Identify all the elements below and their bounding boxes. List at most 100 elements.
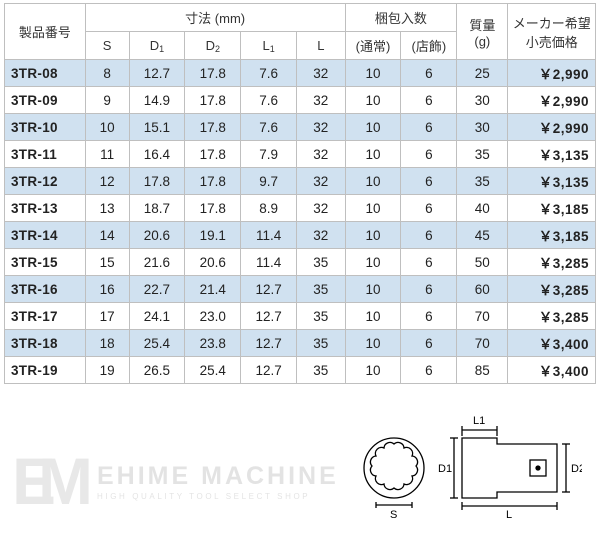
- logo-main-text: EHIME MACHINE: [97, 462, 339, 491]
- cell-s: 8: [85, 60, 129, 87]
- cell-l: 35: [297, 330, 345, 357]
- cell-price: ￥3,285: [508, 303, 596, 330]
- footer: EM EHIME MACHINE HIGH QUALITY TOOL SELEC…: [0, 378, 600, 528]
- socket-diagram: S L1 L D1 D2: [352, 388, 582, 518]
- cell-s: 15: [85, 249, 129, 276]
- cell-price: ￥3,185: [508, 195, 596, 222]
- cell-pk1: 10: [345, 195, 401, 222]
- cell-price: ￥3,400: [508, 330, 596, 357]
- logo-sub-text: HIGH QUALITY TOOL SELECT SHOP: [97, 492, 339, 501]
- cell-d1: 25.4: [129, 330, 185, 357]
- cell-d2: 17.8: [185, 60, 241, 87]
- cell-pk1: 10: [345, 222, 401, 249]
- cell-d2: 17.8: [185, 87, 241, 114]
- cell-g: 50: [457, 249, 508, 276]
- col-l: L: [297, 32, 345, 60]
- cell-l1: 7.6: [241, 87, 297, 114]
- cell-pn: 3TR-15: [5, 249, 86, 276]
- cell-g: 70: [457, 303, 508, 330]
- cell-l: 35: [297, 303, 345, 330]
- cell-l1: 11.4: [241, 222, 297, 249]
- cell-g: 30: [457, 87, 508, 114]
- cell-price: ￥3,135: [508, 168, 596, 195]
- cell-g: 45: [457, 222, 508, 249]
- cell-l1: 12.7: [241, 303, 297, 330]
- cell-pk1: 10: [345, 60, 401, 87]
- cell-d2: 23.8: [185, 330, 241, 357]
- cell-d1: 18.7: [129, 195, 185, 222]
- cell-s: 13: [85, 195, 129, 222]
- table-row: 3TR-181825.423.812.73510670￥3,400: [5, 330, 596, 357]
- diagram-label-l1: L1: [473, 415, 485, 427]
- col-pk2: (店飾): [401, 32, 457, 60]
- diagram-label-d2: D2: [571, 463, 582, 475]
- cell-pk2: 6: [401, 330, 457, 357]
- cell-pn: 3TR-18: [5, 330, 86, 357]
- cell-pk1: 10: [345, 330, 401, 357]
- col-d2: D2: [185, 32, 241, 60]
- cell-pn: 3TR-17: [5, 303, 86, 330]
- table-row: 3TR-171724.123.012.73510670￥3,285: [5, 303, 596, 330]
- cell-g: 30: [457, 114, 508, 141]
- cell-pk2: 6: [401, 276, 457, 303]
- cell-l1: 12.7: [241, 330, 297, 357]
- cell-d1: 12.7: [129, 60, 185, 87]
- cell-pn: 3TR-12: [5, 168, 86, 195]
- cell-d1: 17.8: [129, 168, 185, 195]
- diagram-label-l: L: [506, 509, 512, 518]
- cell-l: 32: [297, 141, 345, 168]
- cell-price: ￥3,185: [508, 222, 596, 249]
- table-row: 3TR-161622.721.412.73510660￥3,285: [5, 276, 596, 303]
- cell-l1: 12.7: [241, 276, 297, 303]
- cell-l1: 11.4: [241, 249, 297, 276]
- cell-d1: 22.7: [129, 276, 185, 303]
- cell-g: 35: [457, 168, 508, 195]
- table-row: 3TR-121217.817.89.73210635￥3,135: [5, 168, 596, 195]
- cell-price: ￥2,990: [508, 87, 596, 114]
- cell-pk1: 10: [345, 87, 401, 114]
- cell-l1: 7.6: [241, 114, 297, 141]
- cell-pn: 3TR-09: [5, 87, 86, 114]
- cell-g: 60: [457, 276, 508, 303]
- cell-l: 32: [297, 195, 345, 222]
- cell-pk2: 6: [401, 222, 457, 249]
- cell-l: 35: [297, 249, 345, 276]
- cell-g: 25: [457, 60, 508, 87]
- cell-d2: 17.8: [185, 168, 241, 195]
- spec-table: 製品番号 寸法 (mm) 梱包入数 質量(g) メーカー希望小売価格 S D1 …: [4, 3, 596, 384]
- cell-l1: 7.6: [241, 60, 297, 87]
- cell-pk2: 6: [401, 168, 457, 195]
- table-row: 3TR-141420.619.111.43210645￥3,185: [5, 222, 596, 249]
- cell-price: ￥3,135: [508, 141, 596, 168]
- cell-d1: 20.6: [129, 222, 185, 249]
- cell-s: 18: [85, 330, 129, 357]
- cell-pk1: 10: [345, 114, 401, 141]
- cell-s: 14: [85, 222, 129, 249]
- cell-d1: 24.1: [129, 303, 185, 330]
- cell-price: ￥3,285: [508, 276, 596, 303]
- cell-d1: 16.4: [129, 141, 185, 168]
- cell-d1: 15.1: [129, 114, 185, 141]
- cell-pn: 3TR-10: [5, 114, 86, 141]
- cell-d1: 21.6: [129, 249, 185, 276]
- diagram-label-s: S: [390, 509, 397, 518]
- cell-l: 32: [297, 87, 345, 114]
- cell-g: 40: [457, 195, 508, 222]
- cell-price: ￥2,990: [508, 60, 596, 87]
- logo-mark: EM: [12, 448, 75, 514]
- cell-l: 32: [297, 168, 345, 195]
- cell-pk2: 6: [401, 249, 457, 276]
- cell-price: ￥3,285: [508, 249, 596, 276]
- col-product-no: 製品番号: [5, 4, 86, 60]
- cell-d2: 17.8: [185, 141, 241, 168]
- cell-g: 35: [457, 141, 508, 168]
- cell-pn: 3TR-14: [5, 222, 86, 249]
- cell-pk2: 6: [401, 114, 457, 141]
- cell-s: 12: [85, 168, 129, 195]
- cell-s: 16: [85, 276, 129, 303]
- cell-s: 9: [85, 87, 129, 114]
- cell-pn: 3TR-16: [5, 276, 86, 303]
- cell-pk2: 6: [401, 195, 457, 222]
- cell-d2: 23.0: [185, 303, 241, 330]
- cell-g: 70: [457, 330, 508, 357]
